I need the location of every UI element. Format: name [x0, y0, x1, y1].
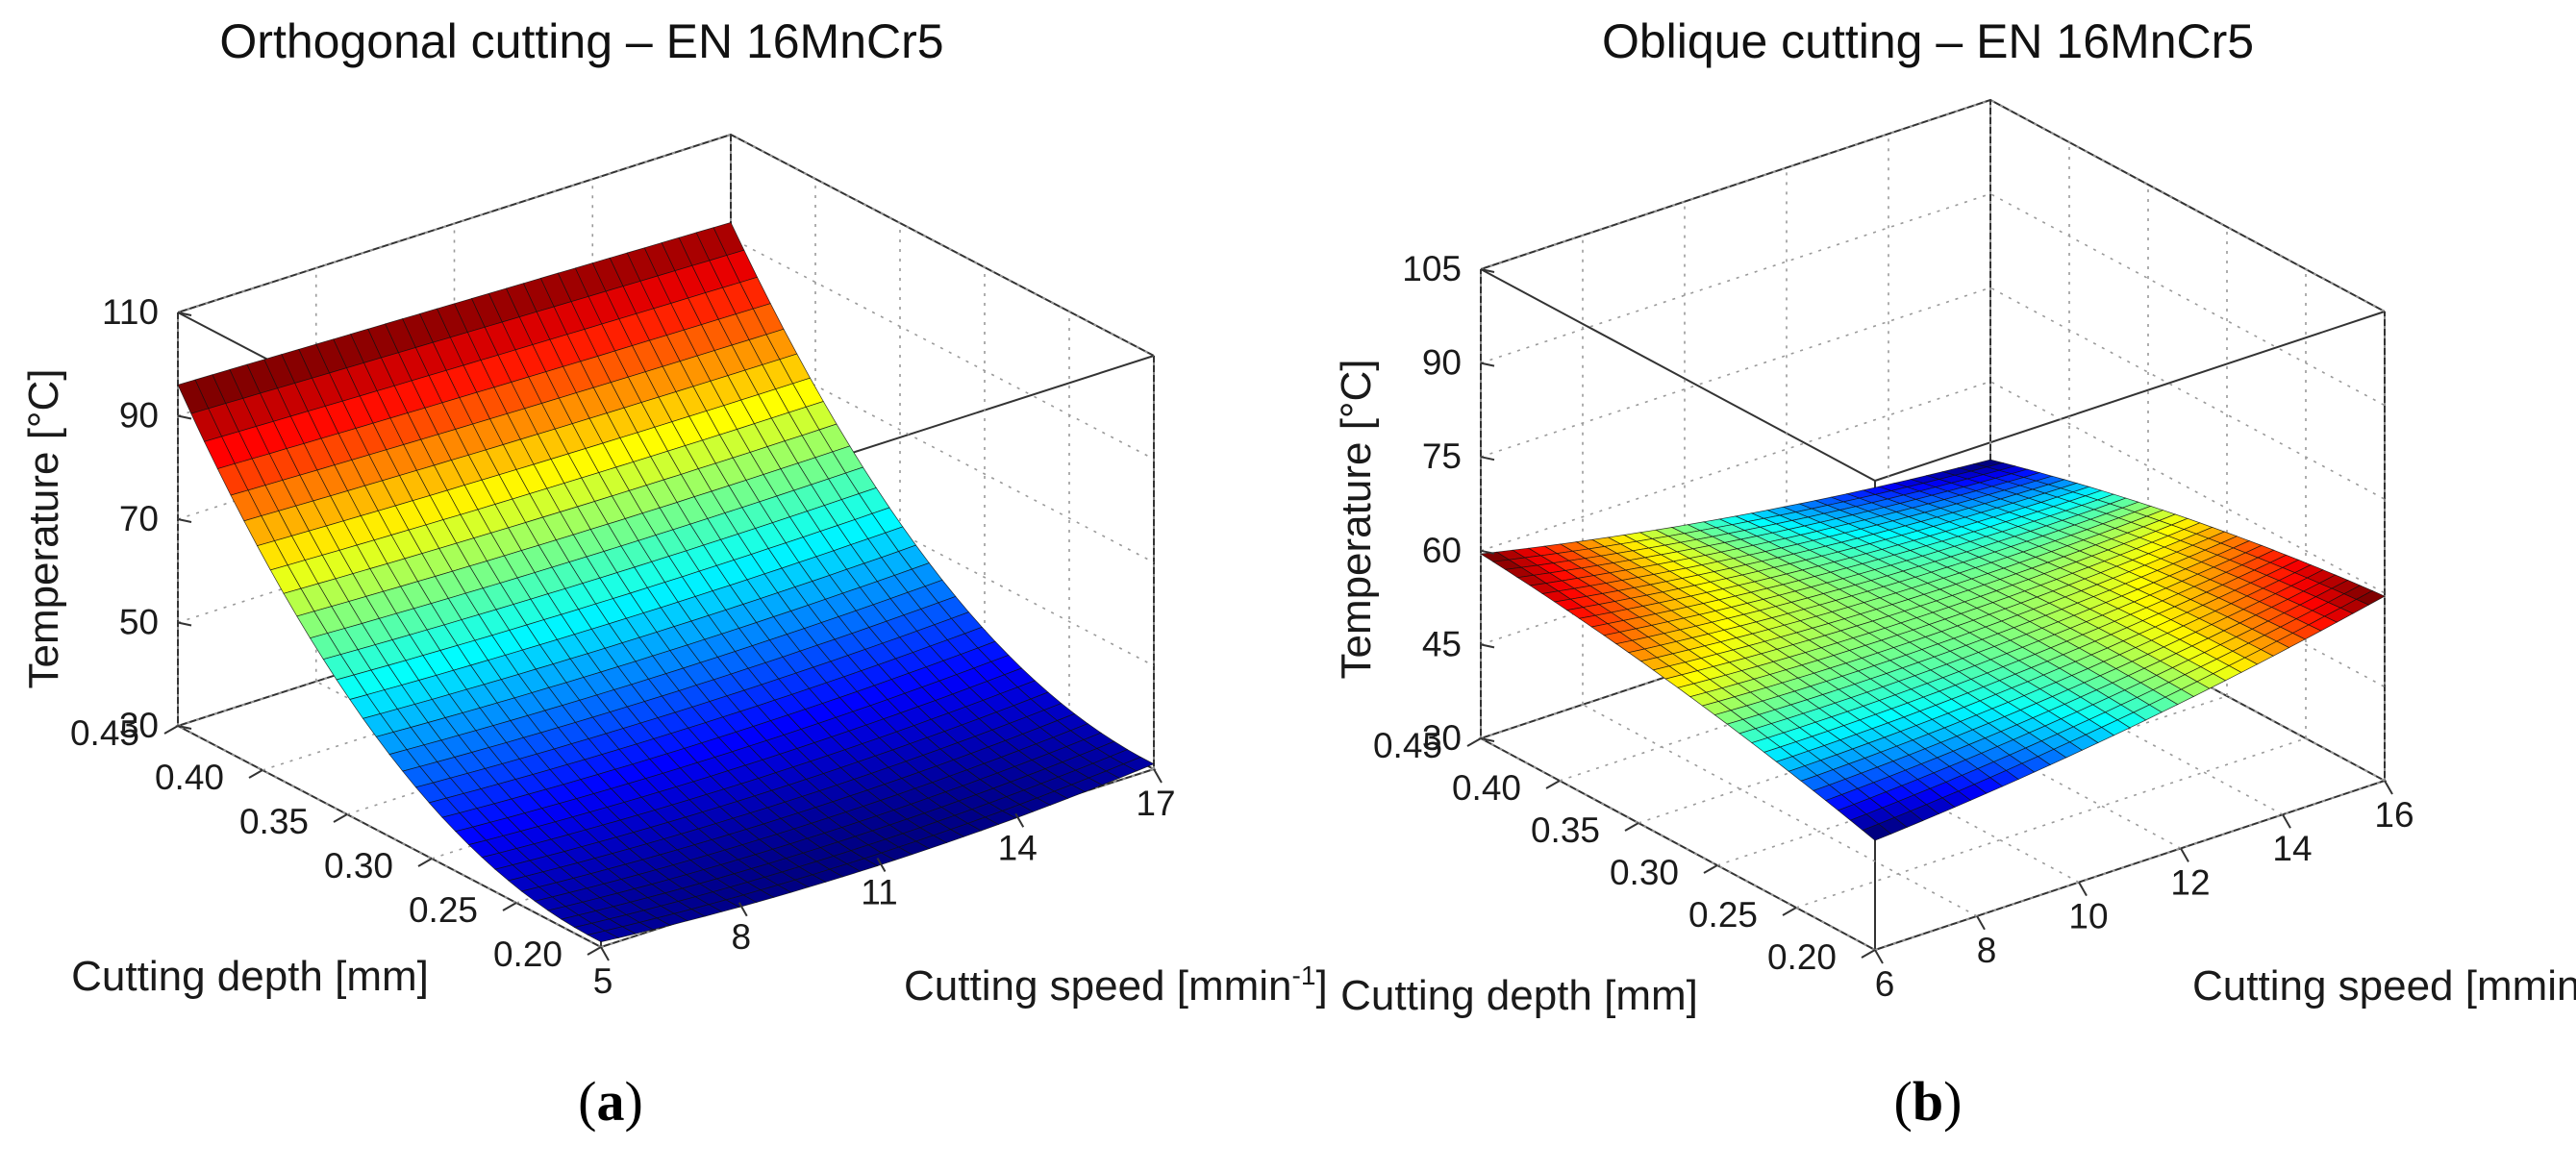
z-tick-label: 70: [119, 499, 159, 538]
x-tick-mark: [2180, 847, 2189, 862]
chart-title: Oblique cutting – EN 16MnCr5: [1602, 14, 2254, 68]
z-tick-label: 110: [102, 292, 159, 332]
y-tick-label: 0.20: [1767, 937, 1837, 977]
surface-cell: [587, 930, 619, 942]
surface: [177, 221, 1155, 942]
panel-caption: (b): [1894, 1070, 1963, 1133]
tick-labels: 30 50 70 90 110 0.20 0.25 0.30 0.35 0.40 0.45 5 8 11 1…: [70, 292, 1176, 1001]
x-tick-mark: [600, 946, 610, 961]
y-axis-label: Cutting depth [mm]: [71, 953, 429, 1000]
z-tick-label: 60: [1422, 531, 1462, 570]
box-top-edge: [1480, 268, 2386, 483]
x-tick-mark: [1976, 915, 1986, 931]
y-tick-label: 0.35: [239, 802, 309, 841]
y-tick-label: 0.30: [324, 846, 393, 885]
y-tick-mark: [417, 858, 433, 867]
x-tick-label: 16: [2374, 795, 2413, 835]
grid-line-z: [1480, 192, 2386, 407]
z-axis-label: Temperature [°C]: [1333, 359, 1380, 679]
z-tick-mark: [1480, 549, 1495, 555]
x-tick-label: 8: [731, 917, 751, 957]
z-tick-label: 105: [1402, 249, 1462, 288]
grid-line-x: [1582, 704, 1978, 917]
x-tick-mark: [876, 858, 887, 872]
grid-line-z: [1480, 287, 2386, 500]
y-tick-mark: [502, 902, 517, 911]
z-tick-mark: [1480, 362, 1495, 367]
y-tick-mark: [1861, 949, 1876, 959]
y-tick-label: 0.40: [155, 758, 224, 797]
x-tick-label: 11: [861, 873, 897, 912]
chart-orthogonal: 30 50 70 90 110 0.20 0.25 0.30 0.35 0.40 0.45 5 8 11 1…: [20, 14, 1328, 1133]
y-tick-mark: [333, 813, 348, 823]
y-tick-mark: [587, 946, 602, 956]
grid-line-x: [177, 725, 602, 948]
x-axis-label: Cutting speed [mmin-1]: [904, 960, 1328, 1010]
grid-line-x: [1480, 737, 1876, 951]
z-tick-mark: [177, 725, 192, 730]
grid-line-z: [177, 134, 1155, 357]
x-tick-mark: [2078, 882, 2088, 897]
y-tick-label: 0.25: [409, 890, 478, 930]
z-tick-label: 90: [119, 396, 159, 436]
z-tick-label: 30: [1422, 718, 1462, 758]
z-tick-label: 30: [119, 706, 159, 745]
y-axis-label: Cutting depth [mm]: [1340, 972, 1698, 1019]
x-tick-mark: [1153, 768, 1163, 784]
y-tick-mark: [1545, 780, 1561, 789]
x-tick-label: 8: [1977, 931, 1997, 970]
y-tick-label: 0.40: [1452, 768, 1521, 808]
y-tick-label: 0.45: [1373, 726, 1442, 765]
x-axis-label: Cutting speed [mmin-1]: [2192, 960, 2576, 1010]
surface-cell: [1862, 823, 1892, 841]
x-tick-label: 10: [2068, 897, 2108, 936]
z-tick-mark: [177, 312, 192, 316]
y-tick-mark: [163, 725, 179, 735]
x-tick-label: 12: [2170, 862, 2210, 902]
y-tick-label: 0.45: [70, 713, 139, 753]
z-tick-label: 90: [1422, 343, 1462, 383]
z-tick-mark: [177, 518, 192, 523]
z-axis-label: Temperature [°C]: [20, 368, 67, 688]
x-tick-mark: [1014, 812, 1025, 828]
z-tick-mark: [177, 621, 192, 627]
x-tick-mark: [738, 902, 748, 917]
x-tick-label: 6: [1875, 964, 1895, 1004]
y-tick-mark: [1466, 737, 1482, 747]
y-tick-mark: [1624, 822, 1639, 832]
tick-labels: 30 45 60 75 90 105 0.200.250.30 0.350.40 0.45 6 8 1…: [1373, 249, 2414, 1004]
y-tick-label: 0.25: [1688, 895, 1758, 935]
z-tick-mark: [1480, 643, 1495, 649]
y-tick-mark: [248, 769, 263, 779]
panel-caption: (a): [578, 1070, 643, 1133]
x-tick-label: 5: [593, 961, 613, 1001]
chart-oblique: 30 45 60 75 90 105 0.200.250.30 0.350.40 0.45 6 8 1…: [1333, 14, 2576, 1133]
z-tick-label: 45: [1422, 624, 1462, 663]
x-tick-label: 14: [998, 828, 1038, 867]
grid-line-z: [1480, 99, 2386, 312]
x-tick-label: 17: [1136, 784, 1175, 823]
z-tick-mark: [1480, 268, 1495, 273]
chart-title: Orthogonal cutting – EN 16MnCr5: [219, 14, 943, 68]
x-tick-mark: [1874, 949, 1884, 964]
y-tick-label: 0.20: [493, 935, 563, 974]
z-tick-mark: [177, 414, 192, 420]
z-tick-mark: [1480, 737, 1495, 742]
y-tick-label: 0.35: [1531, 810, 1600, 850]
x-tick-mark: [2282, 813, 2291, 829]
surface: [1479, 459, 2386, 841]
x-tick-mark: [2384, 780, 2393, 795]
y-tick-mark: [1703, 864, 1718, 874]
z-tick-label: 75: [1422, 436, 1462, 476]
y-tick-mark: [1782, 907, 1797, 916]
z-tick-mark: [1480, 456, 1495, 461]
box-top-edge: [1480, 98, 2386, 312]
z-tick-label: 50: [119, 603, 159, 642]
x-tick-label: 14: [2272, 829, 2312, 868]
y-tick-label: 0.30: [1610, 853, 1679, 892]
